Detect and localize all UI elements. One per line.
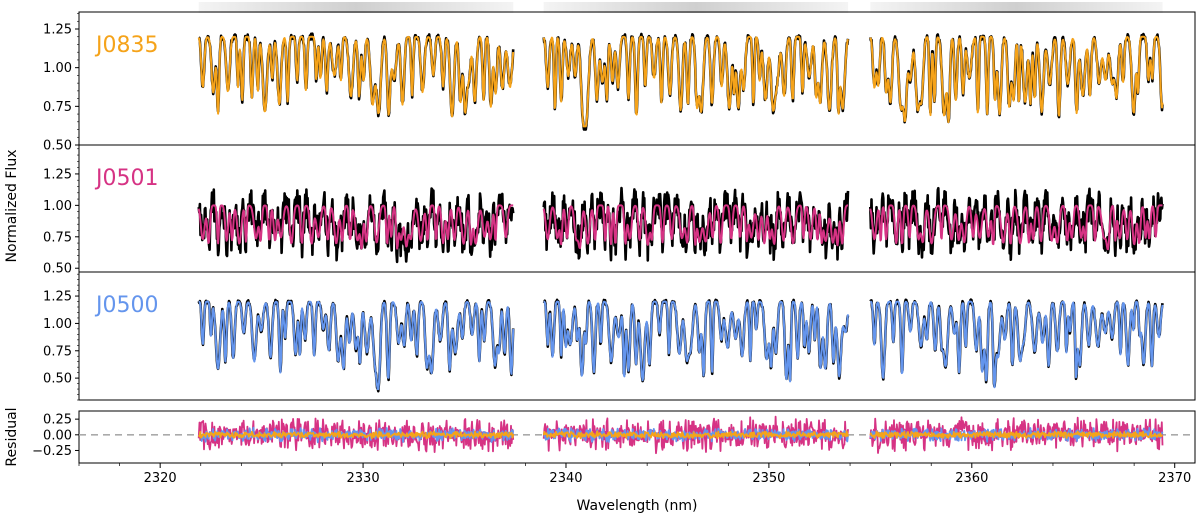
residual-y-axis-title: Residual — [4, 407, 20, 466]
y-tick-label-J0500: 0.50 — [43, 372, 72, 387]
residual-line-2-order-1 — [197, 430, 515, 440]
y-axis-title: Normalized Flux — [4, 150, 20, 263]
residual-line-2-order-2 — [542, 430, 849, 440]
panels: 0.50 0.75 1.00 1.25 J0835 0.50 0.75 1.00 1.25 J05… — [32, 11, 1196, 464]
panel-J0835: 0.50 0.75 1.00 1.25 J0835 — [43, 11, 1196, 154]
residual-y-tick-label: 0.00 — [43, 428, 72, 443]
y-tick-label-J0501: 1.25 — [43, 167, 72, 182]
x-tick-label: 2370 — [1158, 471, 1191, 486]
model-line-J0501-order-1 — [197, 204, 514, 250]
y-tick-label-J0835: 1.25 — [43, 23, 72, 38]
panel-J0500: 0.50 0.75 1.00 1.25 J0500 — [43, 271, 1196, 401]
y-tick-label-J0501: 0.75 — [43, 230, 72, 245]
y-tick-label-J0501: 1.00 — [43, 199, 72, 214]
residual-line-2-order-3 — [869, 430, 1164, 439]
series-group-J0501 — [197, 186, 1164, 264]
x-tick-label: 2330 — [347, 471, 380, 486]
panel-frame-residual — [78, 410, 1196, 464]
model-line-J0500-order-1 — [198, 300, 515, 391]
y-tick-label-J0501: 0.50 — [43, 262, 72, 277]
model-line-J0835-order-2 — [542, 35, 849, 128]
model-line-J0835-order-1 — [197, 35, 515, 118]
residual-series-group — [197, 415, 1164, 455]
y-tick-label-J0500: 1.25 — [43, 290, 72, 305]
model-line-J0501-order-2 — [542, 204, 849, 250]
x-axis-title: Wavelength (nm) — [577, 498, 698, 514]
residual-line-0-order-2 — [542, 415, 849, 455]
model-line-J0500-order-3 — [869, 300, 1164, 389]
series-group-J0835 — [197, 32, 1164, 131]
x-tick-label: 2360 — [955, 471, 988, 486]
residual-y-tick-label: −0.25 — [32, 444, 72, 459]
panel-label-J0835: J0835 — [94, 33, 158, 58]
model-line-J0500-order-2 — [543, 300, 849, 383]
y-tick-label-J0835: 0.75 — [43, 100, 72, 115]
panel-label-J0500: J0500 — [94, 293, 158, 318]
panel-label-J0501: J0501 — [94, 166, 158, 191]
x-tick-label: 2350 — [752, 471, 785, 486]
order-bar-3 — [870, 2, 1163, 13]
order-bar-1 — [198, 2, 514, 13]
order-bars — [198, 2, 1163, 13]
panel-residual: 0.250.00−0.25 — [32, 410, 1196, 464]
y-tick-label-J0500: 1.00 — [43, 317, 72, 332]
y-tick-label-J0835: 0.50 — [43, 139, 72, 154]
model-line-J0501-order-3 — [869, 204, 1163, 251]
panel-J0501: 0.50 0.75 1.00 1.25 J0501 — [43, 144, 1196, 277]
y-tick-label-J0835: 1.00 — [43, 61, 72, 76]
series-group-J0500 — [197, 298, 1164, 393]
y-tick-label-J0500: 0.75 — [43, 344, 72, 359]
x-tick-label: 2340 — [549, 471, 582, 486]
x-tick-label: 2320 — [144, 471, 177, 486]
panel-frame-J0500 — [78, 271, 1196, 401]
order-bar-2 — [543, 2, 849, 13]
model-line-J0835-order-3 — [869, 35, 1164, 124]
x-axis: 2320 2330 2340 2350 2360 2370 — [78, 463, 1191, 486]
residual-y-tick-label: 0.25 — [43, 413, 72, 428]
